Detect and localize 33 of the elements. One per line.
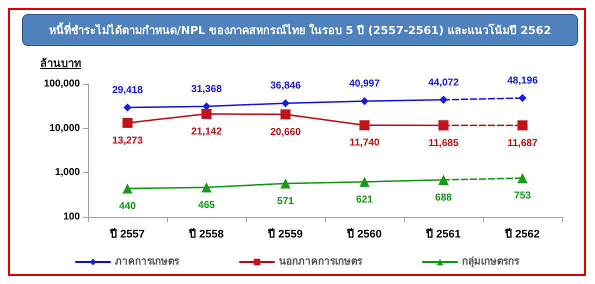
x-tick-label: ปี 2559 [267,228,303,240]
y-tick-label: 10,000 [49,122,80,134]
data-label: 11,740 [349,138,380,149]
x-tick-label: ปี 2558 [188,228,224,240]
data-label: 20,660 [270,126,302,138]
data-label: 13,273 [112,135,144,146]
data-label: 44,072 [428,77,460,88]
x-tick-label: ปี 2561 [425,228,461,240]
legend-label: นอกภาคการเกษตร [279,256,363,268]
data-label: 571 [277,196,294,207]
y-tick-label: 100,000 [44,78,80,90]
legend-label: กลุ่มเกษตรกร [462,256,520,268]
data-label: 688 [435,192,452,204]
x-tick-label: ปี 2560 [346,228,382,240]
legend-label: ภาคการเกษตร [115,256,180,268]
y-tick-label: 1,000 [54,167,80,178]
data-label: 440 [119,200,136,212]
data-label: 31,368 [191,84,222,95]
data-label: 11,687 [507,138,538,149]
data-label: 40,997 [349,78,380,90]
chart-title: หนี้ที่ชำระไม่ได้ตามกำหนด/NPL ของภาคสหกรณ์ไทย ในรอบ 5 ปี (2557-2561) และแนวโน้มปี 2562 [22,14,578,46]
data-label: 48,196 [507,76,538,87]
data-label: 29,418 [112,85,144,96]
data-label: 11,685 [428,138,459,149]
x-tick-label: ปี 2562 [504,228,540,240]
x-tick-label: ปี 2557 [109,228,145,240]
data-label: 621 [356,194,374,206]
y-tick-label: 100 [63,212,80,222]
y-axis-title: ล้านบาท [40,56,81,72]
data-label: 465 [198,200,216,211]
data-label: 753 [514,190,532,202]
data-label: 36,846 [270,80,302,92]
data-label: 21,142 [191,126,222,138]
